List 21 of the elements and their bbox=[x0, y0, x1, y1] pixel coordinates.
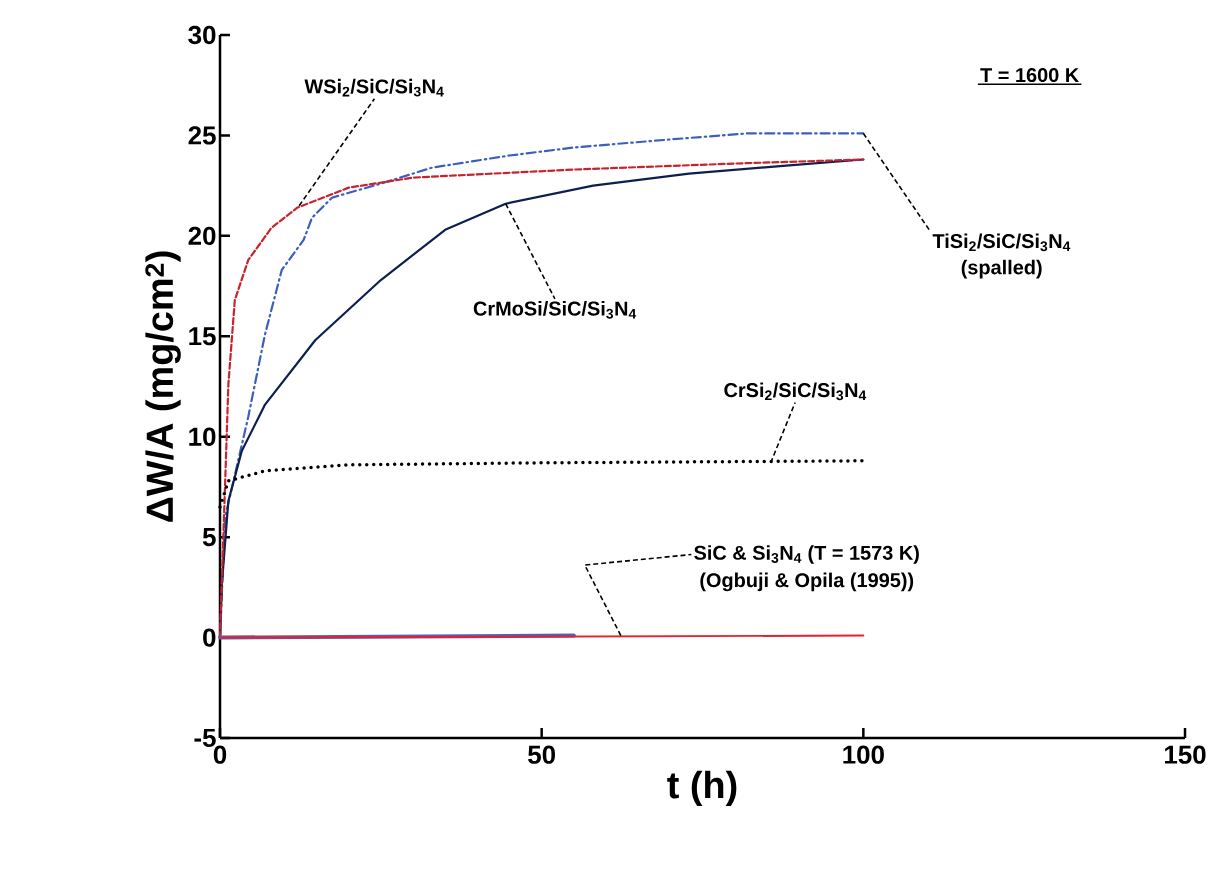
annotation: WSi$_{2}$/SiC/Si$_{3}$N$_{4}$ bbox=[304, 78, 444, 97]
y-tick-label: 10 bbox=[189, 427, 216, 446]
y-tick-label: 5 bbox=[202, 528, 216, 547]
y-tick-label: 20 bbox=[188, 226, 216, 246]
annotation: (spalled) bbox=[961, 259, 1042, 279]
annotation: TiSi$_{2}$/SiC/Si$_{3}$N$_{4}$ bbox=[932, 233, 1071, 252]
y-tick-label: 30 bbox=[188, 25, 216, 45]
annotation: CrMoSi/SiC/Si$_{3}$N$_{4}$ bbox=[473, 301, 637, 319]
annotation: (Ogbuji & Opila (1995)) bbox=[700, 572, 914, 592]
x-tick-label: 100 bbox=[843, 745, 884, 764]
y-axis-title: ΔW/A (mg/cm$^{2}$) bbox=[145, 251, 181, 522]
y-tick-label: 15 bbox=[189, 327, 216, 346]
x-tick-label: 50 bbox=[528, 745, 556, 764]
annotation: SiC & Si$_{3}$N$_{4}$ (T = 1573 K) bbox=[694, 545, 919, 564]
annotation: CrSi$_{2}$/SiC/Si$_{3}$N$_{4}$ bbox=[724, 382, 867, 401]
y-tick-label: -5 bbox=[194, 728, 216, 748]
x-tick-label: 150 bbox=[1165, 745, 1206, 764]
annotation: T = 1600 K bbox=[980, 68, 1080, 83]
y-tick-label: 25 bbox=[188, 126, 216, 145]
y-tick-label: 0 bbox=[203, 628, 216, 647]
x-axis-title: t (h) bbox=[667, 770, 737, 806]
